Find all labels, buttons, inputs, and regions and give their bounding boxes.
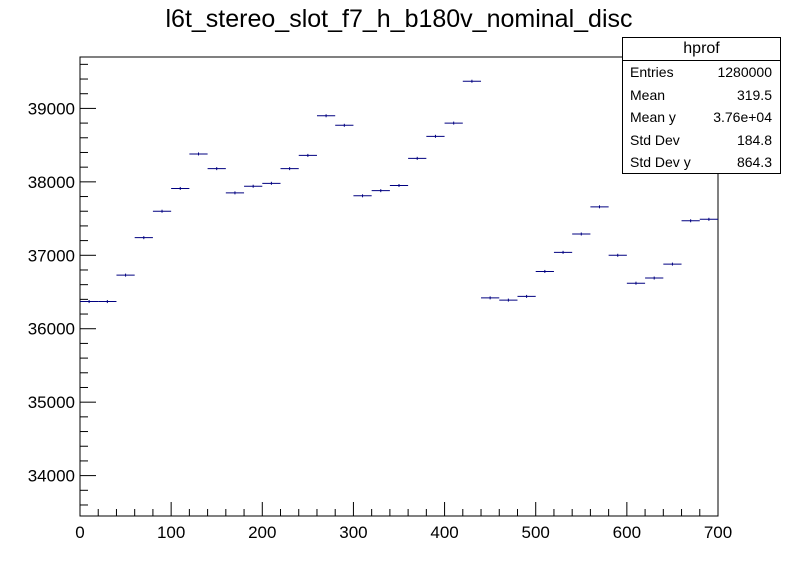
data-point xyxy=(134,236,153,240)
data-point xyxy=(535,269,554,273)
data-point xyxy=(444,121,463,125)
stats-value: 3.76e+04 xyxy=(713,109,772,125)
data-point xyxy=(207,167,226,171)
data-point xyxy=(499,298,518,302)
stats-label: Mean xyxy=(630,86,666,103)
data-point xyxy=(316,114,336,118)
data-point xyxy=(553,250,573,254)
y-tick-label: 36000 xyxy=(28,320,75,339)
data-point xyxy=(663,262,682,266)
stats-value: 184.8 xyxy=(736,131,772,148)
data-point xyxy=(116,273,135,277)
data-point xyxy=(280,167,299,171)
y-tick-label: 34000 xyxy=(28,467,75,486)
stats-row-std-dev-y: Std Dev y 864.3 xyxy=(623,151,780,174)
data-point xyxy=(572,232,591,236)
data-point xyxy=(262,181,281,185)
y-tick-label: 35000 xyxy=(28,393,75,412)
stats-box: hprof Entries 1280000 Mean 319.5 Mean y … xyxy=(622,37,781,174)
data-point xyxy=(225,191,245,195)
axis-tick-labels: 0 100 200 300 400 500 600 700 34000 35000 36000 370… xyxy=(28,99,732,542)
stats-row-std-dev: Std Dev 184.8 xyxy=(623,129,780,152)
x-tick-label: 600 xyxy=(613,523,641,542)
data-point xyxy=(189,152,208,156)
x-tick-label: 300 xyxy=(339,523,367,542)
stats-title: hprof xyxy=(623,38,780,61)
x-tick-label: 700 xyxy=(704,523,732,542)
stats-row-mean-y: Mean y 3.76e+04 xyxy=(623,106,780,129)
stats-label: Std Dev y xyxy=(630,154,691,170)
stats-value: 319.5 xyxy=(736,86,772,103)
stats-row-mean: Mean 319.5 xyxy=(623,84,780,107)
data-point xyxy=(298,153,317,157)
stats-value: 864.3 xyxy=(736,154,772,170)
data-point xyxy=(244,184,263,188)
data-point xyxy=(152,209,172,213)
x-tick-label: 100 xyxy=(157,523,185,542)
plot-frame xyxy=(79,56,719,517)
stats-label: Mean y xyxy=(630,109,676,125)
data-point xyxy=(80,300,99,304)
data-point xyxy=(481,296,500,300)
data-point xyxy=(335,123,354,127)
data-point xyxy=(608,253,627,257)
data-point xyxy=(590,205,609,209)
data-point xyxy=(98,300,117,304)
x-tick-label: 0 xyxy=(75,523,84,542)
chart-title: l6t_stereo_slot_f7_h_b180v_nominal_disc xyxy=(165,5,633,33)
y-tick-label: 37000 xyxy=(28,246,75,265)
y-tick-label: 39000 xyxy=(28,99,75,118)
data-point xyxy=(462,79,482,83)
stats-value: 1280000 xyxy=(717,64,772,80)
x-tick-label: 500 xyxy=(522,523,550,542)
y-tick-label: 38000 xyxy=(28,173,75,192)
data-points xyxy=(80,79,718,304)
data-point xyxy=(426,134,445,138)
data-point xyxy=(626,281,646,285)
data-point xyxy=(171,186,190,190)
data-point xyxy=(681,219,700,223)
stats-label: Entries xyxy=(630,64,674,80)
stats-label: Std Dev xyxy=(630,131,680,148)
data-point xyxy=(353,194,372,198)
stats-row-entries: Entries 1280000 xyxy=(623,61,780,84)
x-tick-label: 400 xyxy=(430,523,458,542)
data-point xyxy=(645,276,664,280)
data-point xyxy=(371,189,390,193)
data-point xyxy=(517,294,536,298)
x-tick-label: 200 xyxy=(248,523,276,542)
axis-ticks xyxy=(79,63,719,516)
data-point xyxy=(389,184,409,188)
data-point xyxy=(699,217,718,221)
data-point xyxy=(408,156,427,160)
